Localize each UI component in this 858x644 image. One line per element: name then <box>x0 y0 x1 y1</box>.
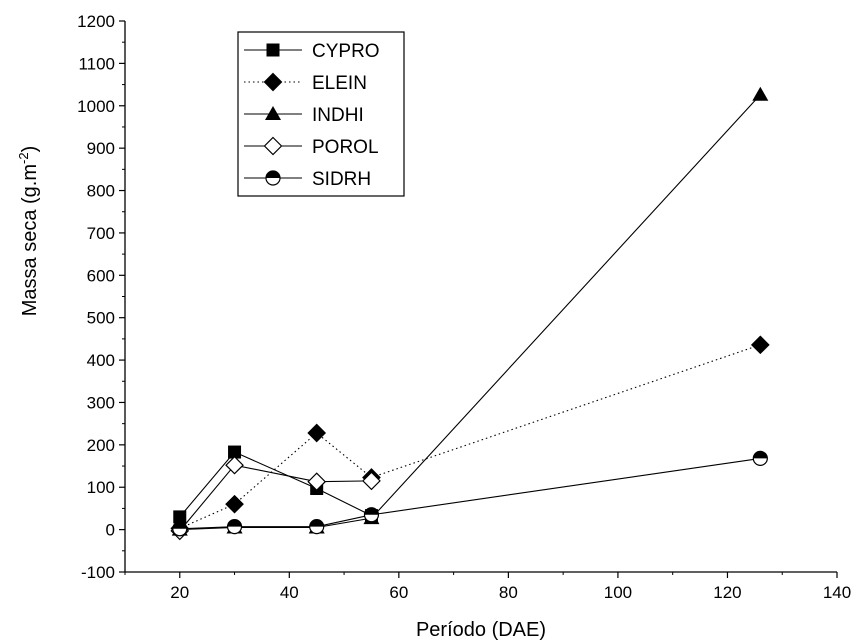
series-elein <box>170 335 770 538</box>
x-tick-label: 100 <box>604 583 632 602</box>
legend-label-sidrh: SIDRH <box>312 169 371 190</box>
y-tick-label: 700 <box>87 224 115 243</box>
legend-marker-sidrh-fill <box>266 171 280 178</box>
legend-marker-sidrh <box>265 170 281 186</box>
legend-label-cypro: CYPRO <box>312 41 380 62</box>
data-point-porol <box>225 455 244 475</box>
data-point-sidrh <box>363 507 380 523</box>
y-tick-label: 900 <box>87 139 115 158</box>
y-tick-label: 1200 <box>77 12 115 31</box>
series-line-cypro <box>179 451 372 518</box>
x-tick-label: 140 <box>823 583 851 602</box>
y-tick-label: 1100 <box>78 54 115 73</box>
data-point-sidrh-fill <box>172 521 187 529</box>
legend-marker-porol <box>263 136 283 156</box>
data-point-sidrh-fill <box>227 519 242 527</box>
x-tick-label: 120 <box>713 583 741 602</box>
data-point-sidrh <box>226 519 243 535</box>
y-axis-label-main: Massa seca (g.m <box>19 164 41 316</box>
legend: CYPRO ELEIN INDHI POROL SIDRH <box>237 31 405 197</box>
data-point-porol <box>307 472 327 492</box>
legend-label-indhi: INDHI <box>312 105 364 126</box>
axes: -100 0 100 200 300 400 500 600 700 800 900 1000 1100… <box>77 12 851 602</box>
data-point-sidrh-fill <box>309 519 324 527</box>
y-tick-label: 500 <box>87 309 115 328</box>
y-tick-label: 400 <box>87 351 115 370</box>
series-layer <box>170 86 770 541</box>
data-point-indhi <box>752 86 769 101</box>
y-axis-label-close: ) <box>19 146 41 153</box>
data-point-sidrh <box>309 519 325 535</box>
y-tick-label: 300 <box>87 393 115 412</box>
data-point-elein <box>307 423 327 443</box>
data-point-elein <box>225 494 244 514</box>
y-tick-label: 0 <box>106 521 115 540</box>
y-tick-label: 100 <box>87 478 115 497</box>
y-tick-label: 800 <box>87 182 115 201</box>
x-tick-label: 20 <box>170 583 189 602</box>
y-tick-label: 600 <box>87 266 115 285</box>
legend-marker-elein <box>263 72 283 92</box>
y-axis-label-superscript: -2 <box>16 152 31 164</box>
legend-label-elein: ELEIN <box>312 73 367 94</box>
data-point-elein <box>750 335 770 355</box>
series-sidrh <box>172 450 768 537</box>
data-point-sidrh-fill <box>753 451 768 459</box>
data-point-porol <box>362 471 381 491</box>
data-point-sidrh <box>172 521 188 537</box>
y-tick-label: -100 <box>81 563 115 582</box>
data-point-cypro <box>228 445 242 459</box>
legend-marker-cypro <box>266 43 280 57</box>
legend-label-porol: POROL <box>312 137 379 158</box>
x-axis-label: Período (DAE) <box>416 619 546 641</box>
series-line-porol <box>179 464 372 532</box>
y-tick-label: 1000 <box>77 97 115 116</box>
y-axis-label: Massa seca (g.m-2) <box>16 146 41 317</box>
x-tick-label: 80 <box>499 583 518 602</box>
data-point-sidrh <box>752 450 768 467</box>
series-line-sidrh <box>179 457 761 530</box>
y-tick-label: 200 <box>87 436 115 455</box>
x-tick-label: 40 <box>280 583 299 602</box>
data-point-sidrh-fill <box>364 507 379 515</box>
x-tick-label: 60 <box>389 583 408 602</box>
data-point-cypro <box>173 510 187 524</box>
legend-marker-indhi <box>265 106 281 120</box>
